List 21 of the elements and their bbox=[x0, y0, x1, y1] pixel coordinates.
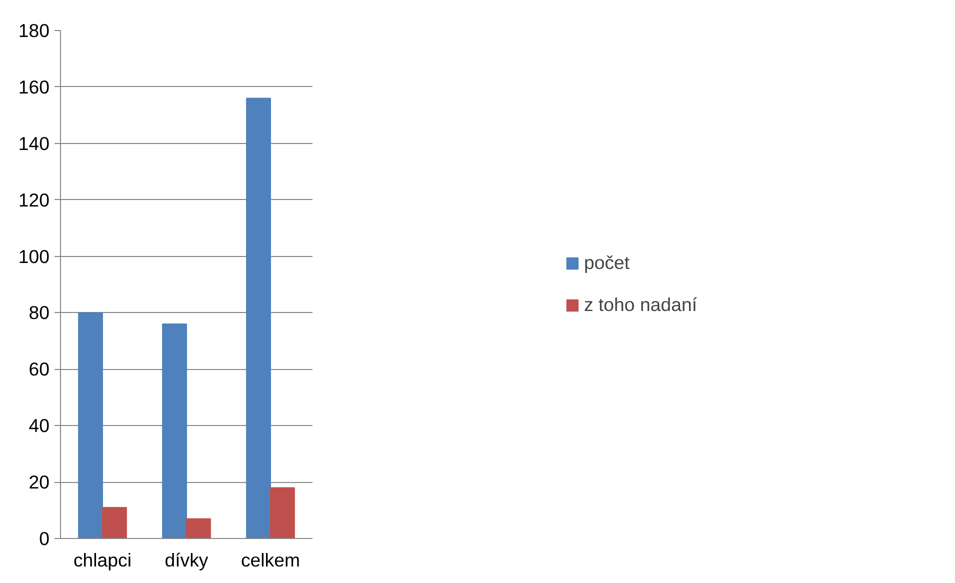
y-tick-label: 180 bbox=[18, 20, 50, 41]
bar bbox=[102, 506, 127, 538]
bar bbox=[78, 312, 103, 538]
y-tick-label: 0 bbox=[39, 528, 50, 549]
y-tick-label: 20 bbox=[28, 472, 50, 493]
x-tick-label: celkem bbox=[240, 550, 300, 570]
y-tick-label: 120 bbox=[18, 189, 50, 210]
bar bbox=[246, 98, 271, 538]
y-tick-label: 60 bbox=[28, 358, 50, 380]
x-tick-label: dívky bbox=[164, 550, 209, 570]
y-tick-label: 40 bbox=[28, 415, 50, 436]
bar bbox=[186, 518, 211, 538]
bar bbox=[270, 487, 295, 538]
y-tick-label: 140 bbox=[18, 132, 50, 154]
x-tick-label: chlapci bbox=[73, 550, 132, 570]
y-tick-label: 100 bbox=[18, 246, 50, 267]
y-tick-label: 160 bbox=[18, 76, 50, 98]
legend-label: z toho nadaní bbox=[584, 294, 698, 316]
legend-label: počet bbox=[584, 252, 630, 274]
bar bbox=[162, 324, 187, 538]
y-tick-label: 80 bbox=[28, 302, 50, 324]
